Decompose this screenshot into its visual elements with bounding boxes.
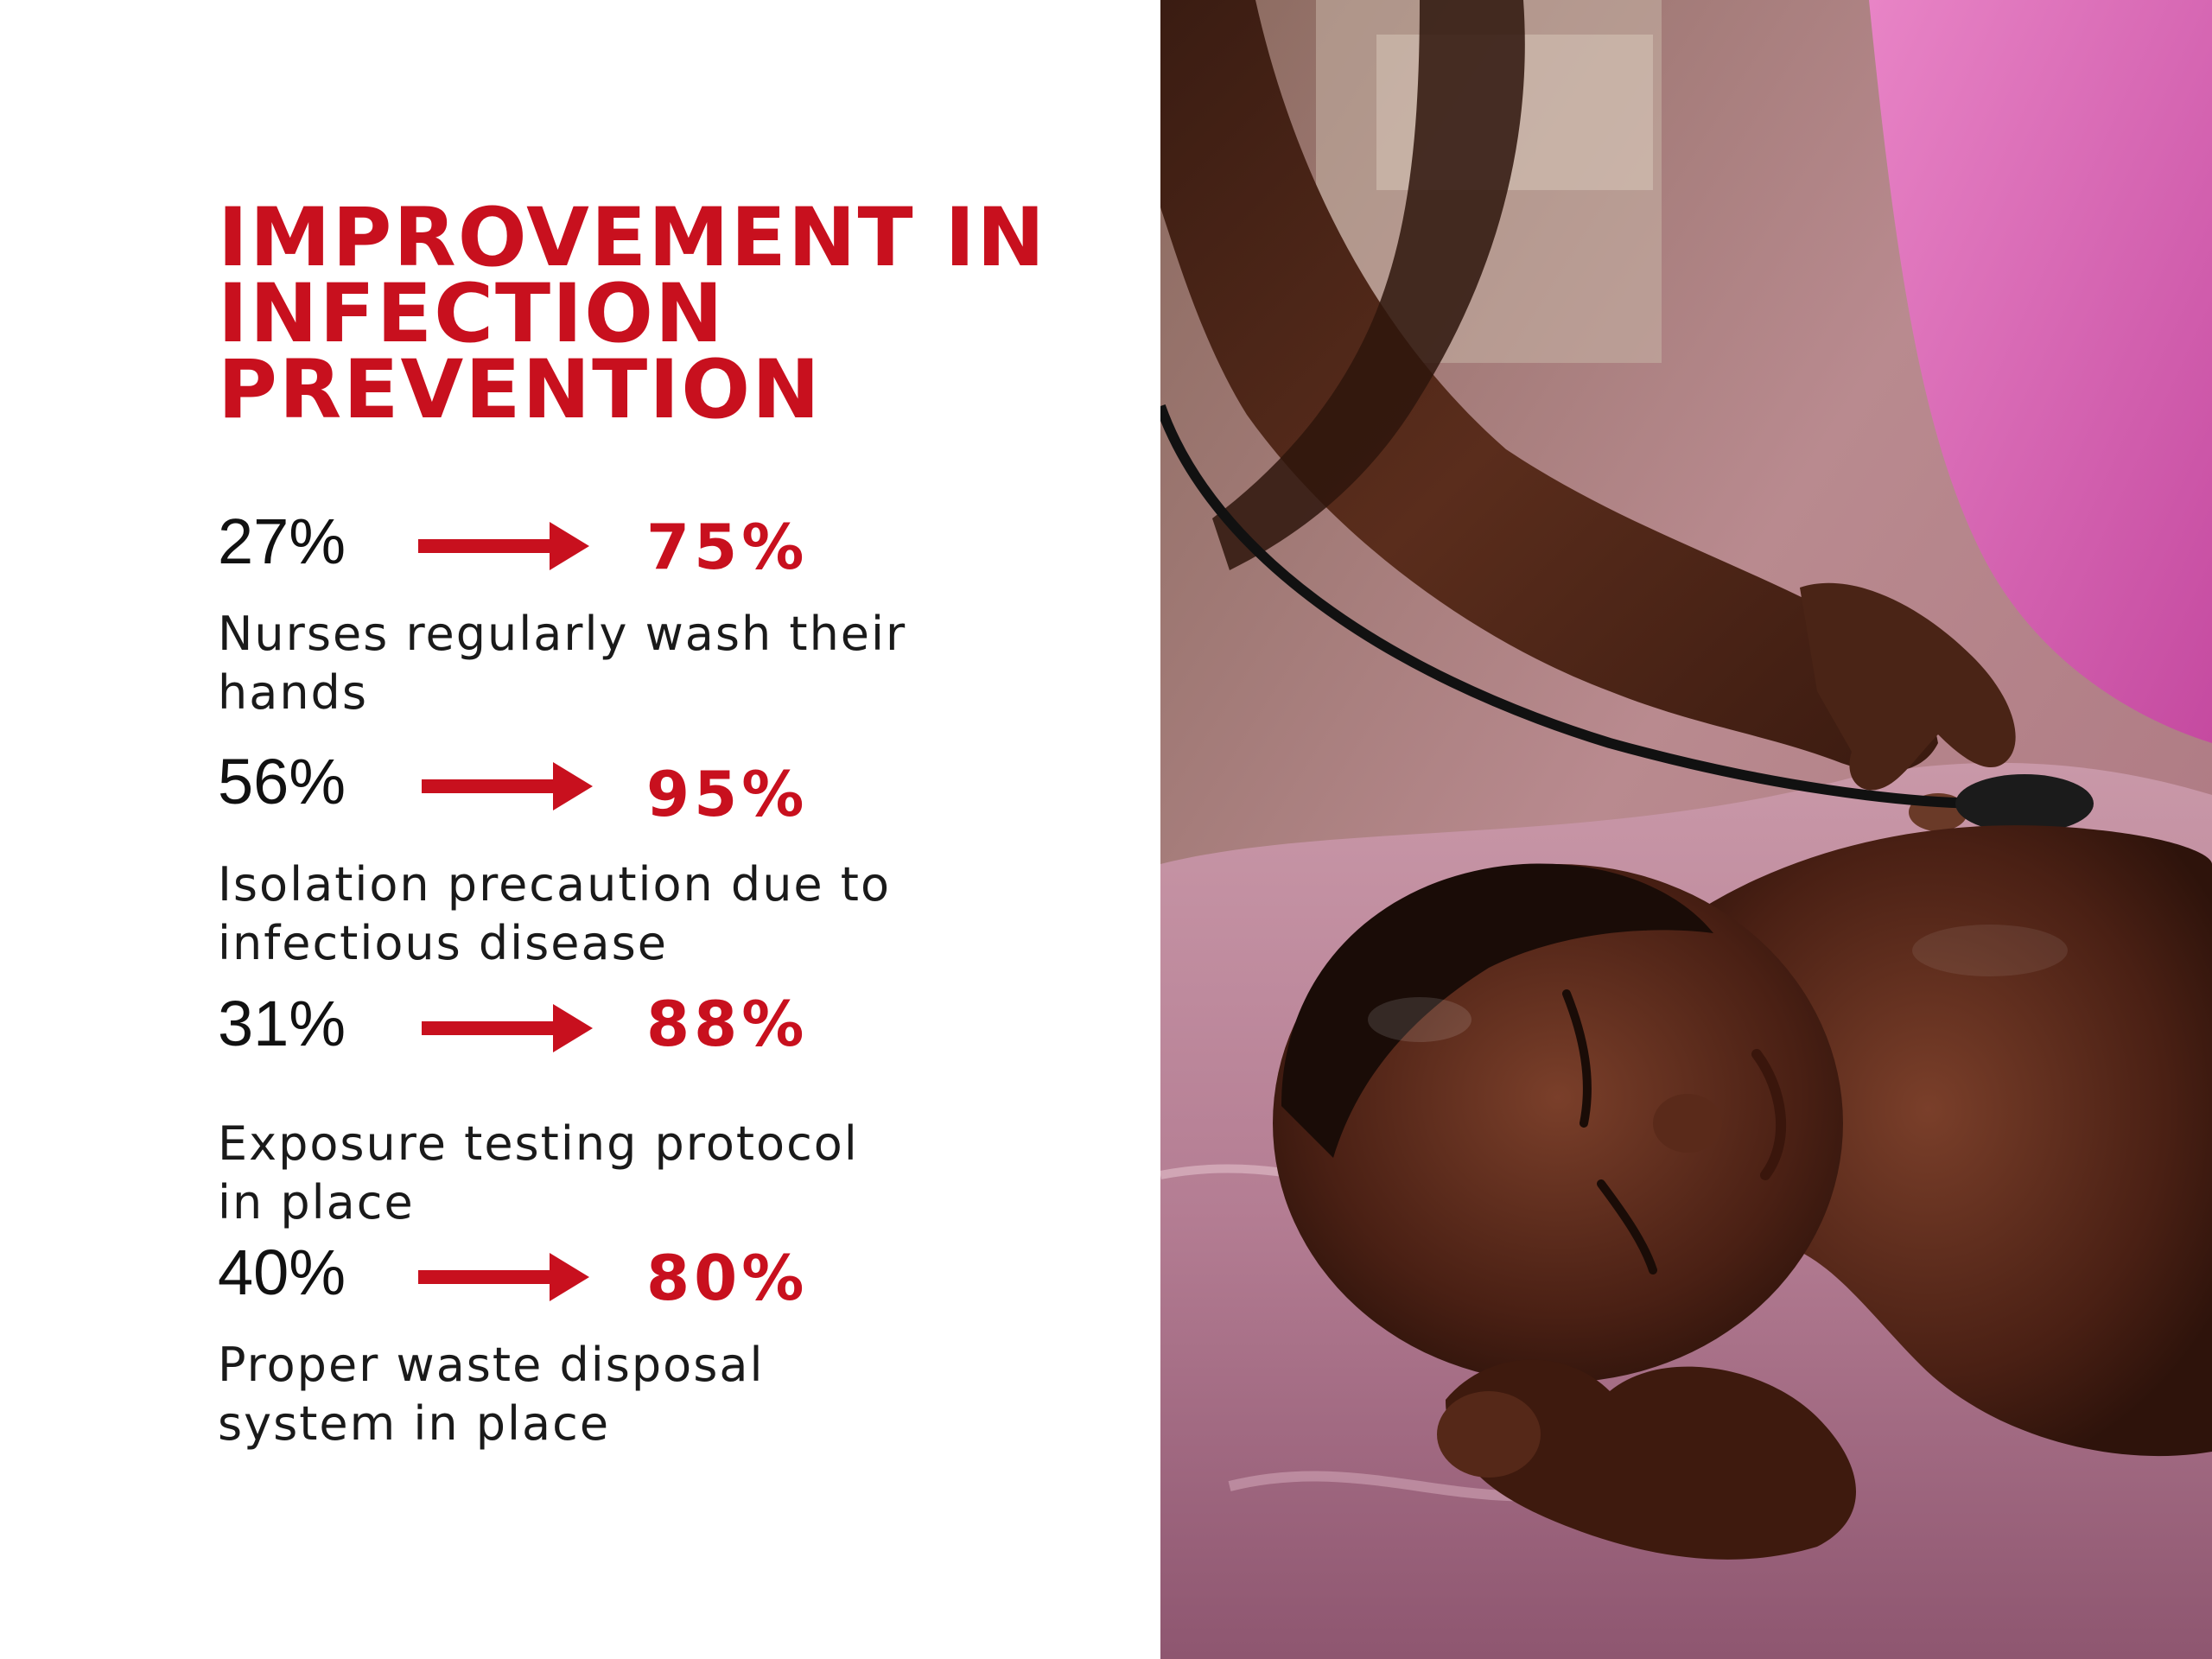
stat-values: 31% 88% <box>218 976 1134 1071</box>
stat-description: Proper waste disposal system in place <box>218 1336 978 1453</box>
stat-waste-disposal: 40% 80% Proper waste disposal system in … <box>218 1225 1134 1453</box>
description-line-1: Nurses regularly wash their <box>218 607 907 661</box>
photo-illustration <box>1160 0 2212 1659</box>
photo-health-worker-with-infant <box>1160 0 2212 1659</box>
before-value: 40% <box>218 1236 346 1308</box>
stat-values: 27% 75% <box>218 494 1134 589</box>
stat-values: 56% 95% <box>218 734 1134 830</box>
stat-description: Nurses regularly wash their hands <box>218 605 978 722</box>
after-value: 80% <box>646 1242 809 1314</box>
stat-exposure-testing: 31% 88% Exposure testing protocol in pla… <box>218 976 1134 1232</box>
text-panel: IMPROVEMENT IN INFECTION PREVENTION 27% … <box>218 191 1134 1453</box>
description-line-1: Isolation precaution due to <box>218 857 892 912</box>
description-line-2: system in place <box>218 1396 611 1451</box>
title-line-1: IMPROVEMENT IN <box>218 191 1047 285</box>
after-value: 88% <box>646 988 809 1060</box>
after-value: 95% <box>646 758 809 830</box>
description-line-1: Proper waste disposal <box>218 1338 765 1392</box>
right-arrow-icon <box>418 1253 589 1301</box>
right-arrow-icon <box>422 762 593 810</box>
description-line-2: in place <box>218 1175 415 1230</box>
stat-hand-washing: 27% 75% Nurses regularly wash their hand… <box>218 494 1134 722</box>
right-arrow-icon <box>422 1004 593 1052</box>
before-value: 31% <box>218 988 346 1059</box>
stat-description: Exposure testing protocol in place <box>218 1115 978 1232</box>
title-line-3: PREVENTION <box>218 343 822 437</box>
description-line-1: Exposure testing protocol <box>218 1116 859 1171</box>
right-arrow-icon <box>418 522 589 570</box>
after-value: 75% <box>646 511 809 583</box>
stat-isolation-precaution: 56% 95% Isolation precaution due to infe… <box>218 734 1134 973</box>
before-value: 56% <box>218 746 346 817</box>
before-value: 27% <box>218 505 346 577</box>
description-line-2: infectious disease <box>218 916 668 970</box>
slide-title: IMPROVEMENT IN INFECTION PREVENTION <box>218 191 1134 437</box>
description-line-2: hands <box>218 665 368 720</box>
stat-values: 40% 80% <box>218 1225 1134 1320</box>
stat-description: Isolation precaution due to infectious d… <box>218 855 978 973</box>
title-line-2: INFECTION <box>218 267 725 361</box>
